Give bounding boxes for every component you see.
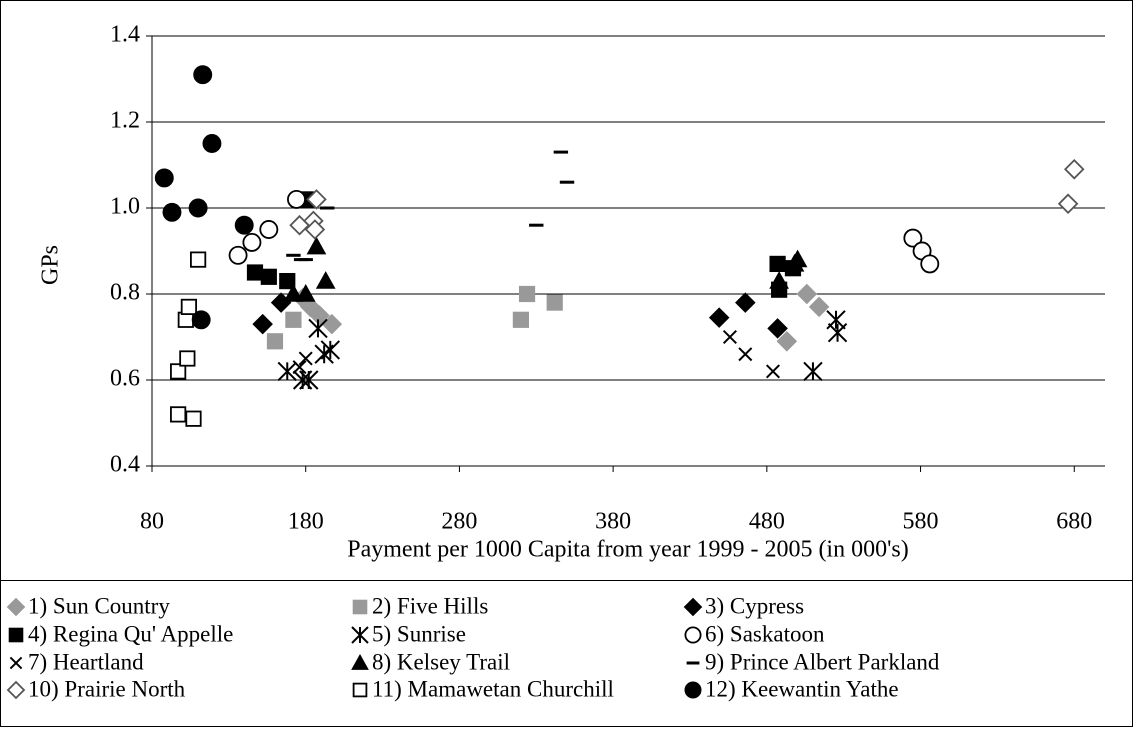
data-point <box>769 271 789 289</box>
x-tick-label: 280 <box>441 509 477 535</box>
data-point <box>903 228 923 248</box>
data-point <box>279 272 296 290</box>
data-point <box>308 318 328 339</box>
data-point <box>309 305 330 326</box>
data-point <box>180 298 197 316</box>
legend-marker <box>684 626 702 644</box>
data-point <box>170 363 187 380</box>
data-point <box>512 311 530 328</box>
legend-text: 5) Sunrise <box>372 621 466 646</box>
data-point <box>1063 159 1085 180</box>
data-point <box>735 292 756 313</box>
y-tick-label: 1.4 <box>110 22 140 48</box>
data-point <box>277 361 297 382</box>
data-point <box>191 310 211 330</box>
data-point <box>769 255 786 273</box>
legend-text: 12) Keewantin Yathe <box>705 676 899 701</box>
data-point <box>234 215 254 235</box>
y-tick-label: 0.6 <box>110 366 140 392</box>
data-point <box>292 360 307 375</box>
legend-marker <box>351 653 369 670</box>
data-point <box>246 264 264 281</box>
data-point <box>315 271 336 289</box>
legend-text: 4) Regina Qu' Appelle <box>28 621 233 646</box>
x-tick-label: 180 <box>288 509 324 535</box>
legend-marker <box>8 627 24 643</box>
x-tick-label: 580 <box>903 509 939 535</box>
legend-marker <box>351 626 369 644</box>
data-point <box>285 311 302 328</box>
data-point <box>266 333 284 350</box>
data-point <box>518 285 536 303</box>
data-point <box>162 202 182 222</box>
data-point <box>170 406 187 423</box>
data-point <box>920 254 940 274</box>
data-point <box>185 410 202 427</box>
data-point <box>259 220 279 239</box>
data-point <box>765 364 780 379</box>
data-point <box>193 65 213 85</box>
legend-marker <box>352 599 368 615</box>
legend-text: 9) Prince Albert Parkland <box>705 649 940 674</box>
data-point <box>202 134 222 153</box>
legend-text: 10) Prairie North <box>28 676 186 701</box>
legend-text: 11) Mamawetan Churchill <box>372 676 614 701</box>
data-point <box>827 322 848 343</box>
data-point <box>260 268 277 285</box>
legend-text: 6) Saskatoon <box>705 621 825 646</box>
data-point <box>767 318 788 339</box>
data-point <box>298 351 313 366</box>
data-point <box>154 168 174 188</box>
data-point <box>787 249 808 268</box>
y-axis-title: GPs <box>38 245 64 285</box>
data-point <box>738 347 753 362</box>
data-point <box>796 283 818 305</box>
data-point <box>304 219 326 240</box>
data-point <box>242 232 262 252</box>
x-tick-label: 680 <box>1056 509 1092 535</box>
data-point <box>306 236 327 255</box>
legend-marker <box>6 680 26 700</box>
data-point <box>295 283 316 302</box>
y-tick-label: 1.0 <box>110 194 140 220</box>
legend-marker <box>683 597 703 617</box>
y-tick-label: 1.2 <box>110 108 140 134</box>
data-point <box>808 296 830 318</box>
x-tick-label: 80 <box>140 509 164 535</box>
y-tick-label: 0.8 <box>110 280 140 306</box>
legend-marker <box>352 682 368 698</box>
legend-marker <box>6 597 26 617</box>
x-tick-label: 380 <box>595 509 631 535</box>
data-point <box>228 245 248 265</box>
legend-text: 8) Kelsey Trail <box>372 649 510 674</box>
data-point <box>179 350 196 367</box>
legend-text: 2) Five Hills <box>372 593 488 618</box>
data-point <box>320 340 341 360</box>
data-point <box>1057 193 1079 214</box>
legend-text: 7) Heartland <box>28 649 144 674</box>
data-point <box>803 361 823 382</box>
data-point <box>188 198 208 218</box>
data-point <box>299 370 319 390</box>
data-point <box>546 294 563 311</box>
x-tick-label: 480 <box>749 509 785 535</box>
legend-text: 3) Cypress <box>705 593 804 618</box>
data-point <box>776 331 798 352</box>
x-axis-title: Payment per 1000 Capita from year 1999 -… <box>347 537 909 563</box>
data-point <box>283 283 304 302</box>
data-point <box>708 307 730 328</box>
data-point <box>306 189 327 210</box>
legend-marker <box>9 656 23 670</box>
data-point <box>252 313 273 335</box>
legend-text: 1) Sun Country <box>28 593 170 618</box>
data-point <box>722 329 737 345</box>
data-point <box>287 189 306 209</box>
y-tick-label: 0.4 <box>110 452 140 478</box>
legend-marker <box>684 681 702 699</box>
data-point <box>190 251 207 268</box>
